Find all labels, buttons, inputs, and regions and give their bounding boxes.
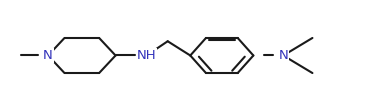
Text: NH: NH bbox=[137, 49, 156, 62]
Text: N: N bbox=[279, 49, 288, 62]
Text: N: N bbox=[43, 49, 53, 62]
